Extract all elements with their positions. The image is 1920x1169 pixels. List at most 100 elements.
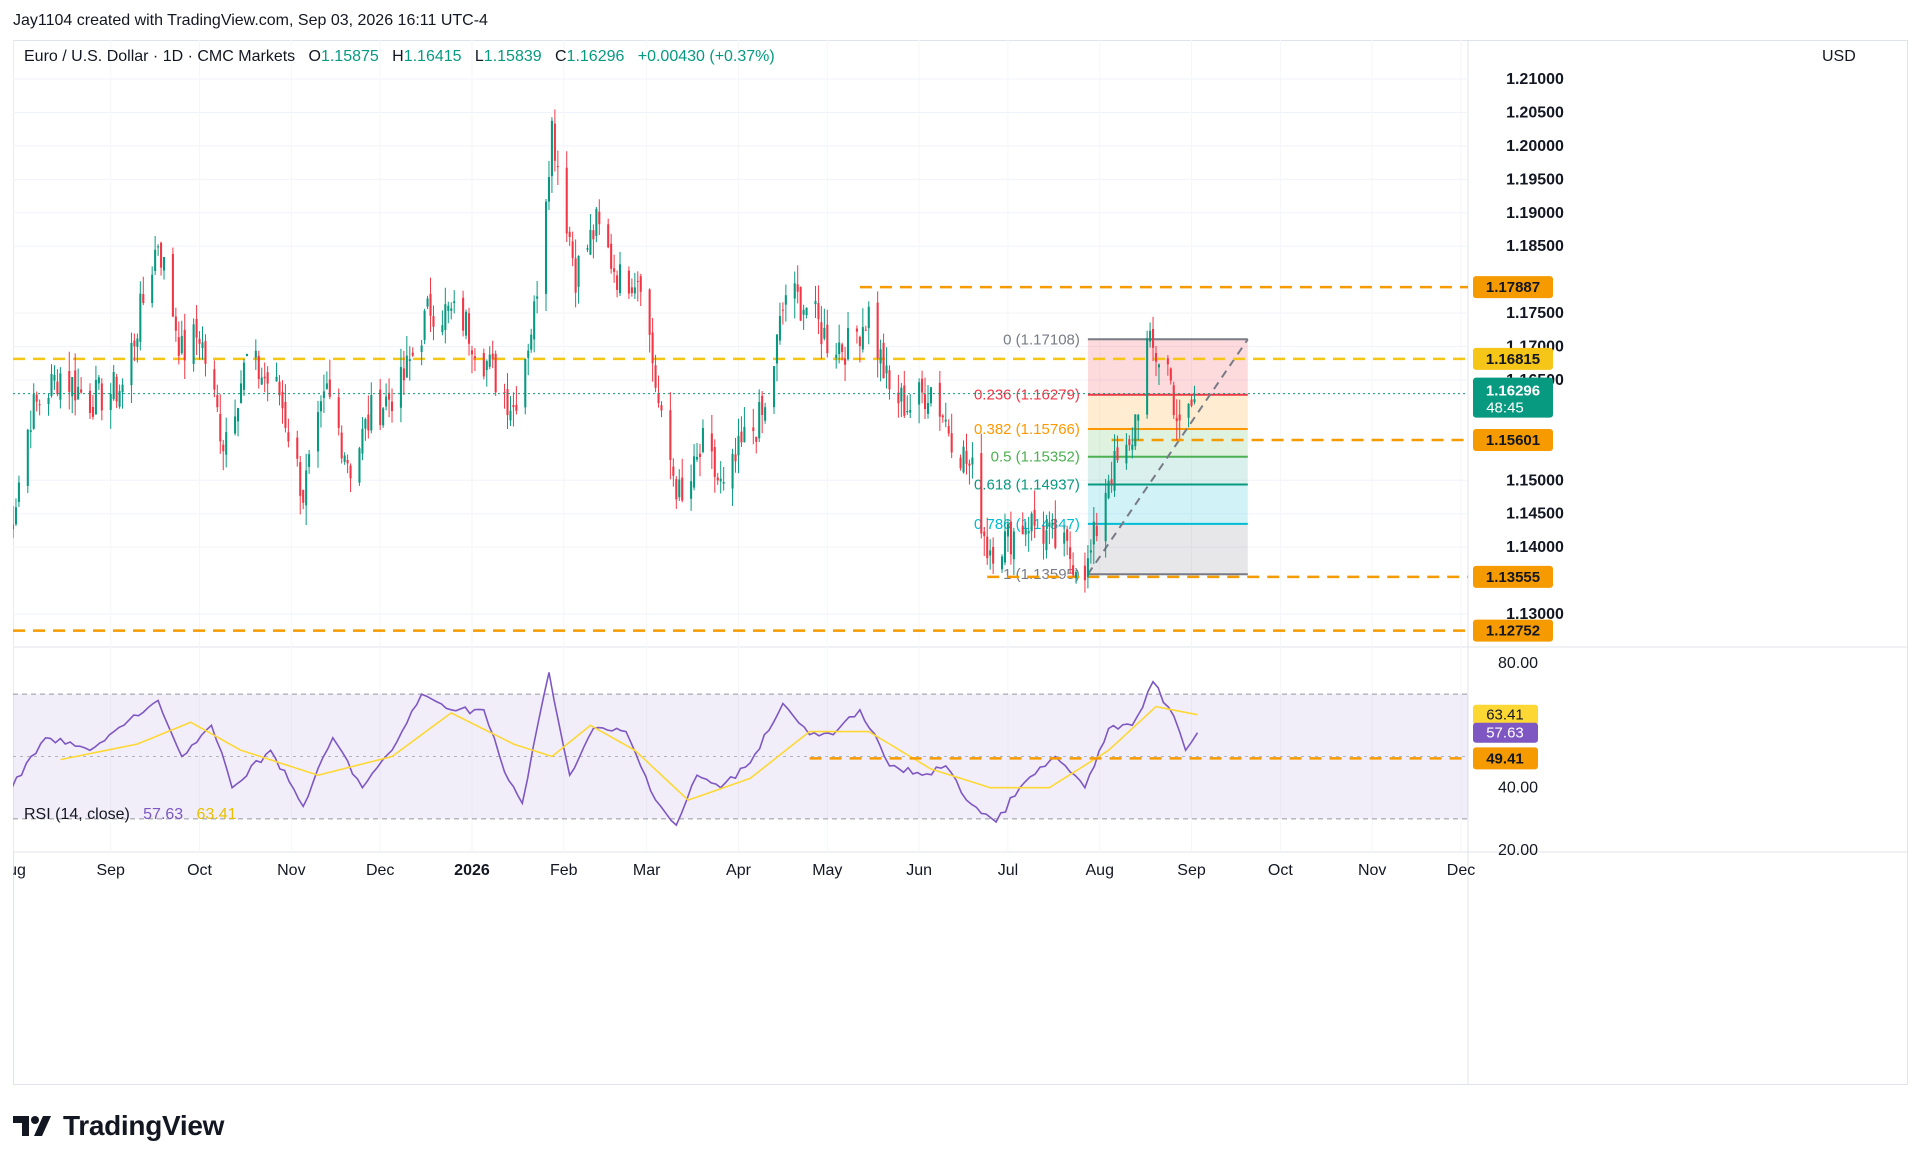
time-tick-label: Sep — [1177, 862, 1206, 879]
candle-body — [467, 313, 471, 344]
candle-body — [1190, 399, 1193, 406]
candle-body — [325, 383, 328, 389]
candle-body — [112, 371, 115, 400]
candle-body — [432, 316, 435, 327]
candle-body — [678, 479, 681, 498]
candle-body — [364, 419, 367, 429]
candle-body — [94, 379, 97, 415]
candle-body — [592, 230, 595, 240]
candle-body — [1042, 525, 1045, 544]
candle-body — [876, 302, 879, 359]
fib-level-label: 1 (1.13595) — [1003, 566, 1080, 583]
candle-body — [986, 536, 989, 559]
candle-body — [550, 120, 553, 177]
candle-body — [142, 294, 145, 303]
candle-body — [772, 366, 776, 408]
candle-body — [553, 123, 556, 161]
fib-level-label: 0.5 (1.15352) — [991, 449, 1080, 466]
candle-body — [1012, 531, 1015, 560]
candle-body — [672, 466, 675, 476]
candle-body — [71, 377, 74, 397]
candle-body — [695, 456, 699, 460]
candle-body — [278, 381, 281, 396]
candle-body — [50, 374, 53, 396]
candle-body — [586, 248, 589, 250]
candle-body — [1003, 531, 1007, 563]
candle-body — [793, 283, 796, 299]
currency-selector[interactable]: USD — [1822, 48, 1856, 65]
candle-body — [157, 246, 160, 248]
candle-body — [929, 387, 932, 404]
candle-body — [225, 432, 228, 455]
candle-body — [53, 374, 56, 381]
candle-body — [758, 402, 761, 439]
price-level-tag-text: 1.12752 — [1486, 623, 1540, 640]
close-value: 1.16296 — [566, 48, 625, 65]
candle-body — [595, 208, 598, 236]
price-level-tag-text: 1.13555 — [1486, 569, 1540, 586]
candle-body — [544, 201, 548, 294]
candle-body — [370, 395, 373, 431]
candle-body — [1178, 414, 1181, 421]
candle-body — [32, 394, 35, 429]
high-value: 1.16415 — [403, 48, 462, 65]
candle-body — [503, 392, 506, 394]
candle-body — [263, 376, 266, 379]
candle-body — [1193, 399, 1196, 403]
candle-body — [855, 328, 858, 332]
symbol-title: Euro / U.S. Dollar · 1D · CMC Markets — [24, 48, 296, 65]
last-price-tag-text: 1.16296 — [1486, 383, 1540, 400]
time-tick-label: Nov — [1358, 862, 1386, 879]
candle-body — [80, 389, 83, 393]
candle-body — [512, 405, 515, 408]
candle-body — [716, 477, 719, 481]
open-label: O — [308, 48, 321, 65]
candle-body — [1149, 330, 1152, 342]
candle-body — [802, 309, 805, 315]
candle-body — [266, 372, 269, 384]
candle-body — [462, 297, 465, 331]
candle-body — [491, 353, 494, 360]
time-tick-label: Apr — [726, 862, 752, 879]
candle-body — [1169, 368, 1172, 381]
candle-body — [133, 340, 136, 347]
candle-body — [390, 401, 394, 412]
candle-body — [322, 391, 325, 398]
candle-body — [1128, 439, 1131, 446]
candle-body — [992, 546, 995, 564]
time-tick-label: Dec — [366, 862, 394, 879]
price-tick-label: 1.20500 — [1506, 104, 1564, 121]
main-legend: Euro / U.S. Dollar · 1D · CMC Markets O 1… — [24, 48, 775, 66]
candle-body — [219, 413, 222, 442]
candles-group — [13, 109, 1196, 593]
candle-body — [35, 394, 38, 402]
candle-body — [13, 524, 15, 530]
close-label: C — [554, 48, 567, 65]
price-tick-label: 1.19000 — [1506, 205, 1564, 222]
candle-body — [1172, 385, 1175, 416]
candle-body — [473, 356, 476, 358]
candle-body — [1157, 364, 1160, 368]
price-level-tag — [1473, 276, 1553, 299]
time-tick-label: Sep — [96, 862, 125, 879]
candle-body — [299, 462, 302, 496]
candle-body — [1116, 447, 1119, 461]
candle-body — [693, 456, 696, 488]
candle-body — [287, 432, 290, 442]
fib-level-label: 0 (1.17108) — [1003, 331, 1080, 348]
candle-body — [1131, 444, 1134, 450]
price-level-tag-text: 1.17887 — [1486, 279, 1540, 296]
candle-body — [636, 280, 639, 282]
candle-body — [547, 177, 551, 202]
candle-body — [367, 414, 370, 431]
candle-body — [962, 446, 965, 473]
rsi-ma-tag-text: 63.41 — [1486, 707, 1524, 724]
candle-body — [1021, 525, 1024, 535]
candle-body — [861, 327, 864, 350]
candle-body — [1006, 523, 1009, 537]
rsi-level-tag — [1473, 747, 1538, 770]
candle-body — [731, 454, 734, 489]
price-tick-label: 1.19500 — [1506, 171, 1564, 188]
chart-svg[interactable]: 1.21000 1.20500 1.20000 1.19500 1.19000 1.185… — [13, 40, 1908, 1085]
candle-body — [515, 404, 518, 411]
